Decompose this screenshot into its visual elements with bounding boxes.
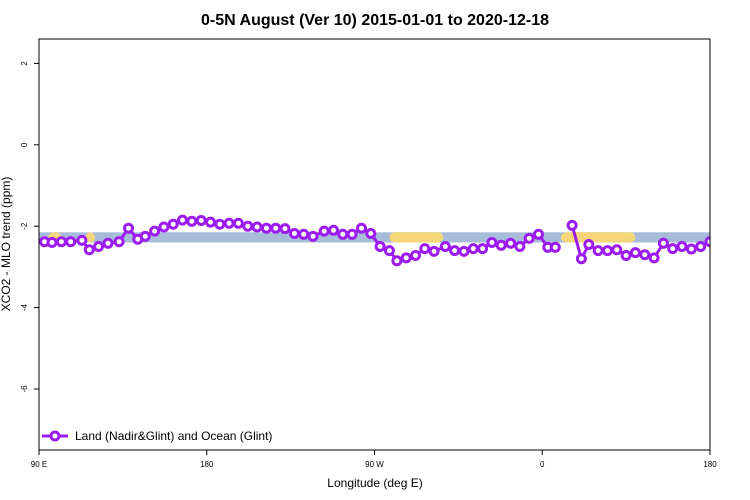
y-tick-label: -2: [20, 222, 29, 230]
data-point: [602, 245, 613, 257]
data-point: [158, 221, 170, 233]
data-point: [167, 218, 179, 230]
legend: Land (Nadir&Glint) and Ocean (Glint): [42, 429, 272, 443]
data-point: [356, 222, 367, 234]
data-point: [76, 234, 88, 246]
x-tick-label: 90 E: [31, 460, 47, 469]
data-point: [514, 241, 526, 252]
x-tick-label: 0: [540, 460, 545, 469]
data-point: [400, 252, 412, 264]
data-point: [629, 247, 641, 259]
data-point: [592, 245, 604, 257]
land-band-patch: [560, 232, 636, 243]
data-point: [648, 252, 660, 264]
y-tick-label: 0: [20, 142, 29, 147]
data-point: [575, 253, 587, 265]
data-point: [93, 241, 105, 252]
data-point: [242, 220, 254, 232]
data-point: [523, 232, 535, 244]
data-point: [715, 239, 723, 247]
data-point: [270, 222, 282, 234]
data-point: [83, 244, 95, 256]
data-point: [46, 237, 58, 248]
data-point: [467, 243, 479, 255]
data-point: [298, 228, 310, 240]
data-point: [337, 228, 349, 240]
data-point: [505, 237, 517, 249]
y-axis-label: XCO2 - MLO trend (ppm): [0, 177, 13, 312]
x-axis: 90 E 180 90 W 0 180: [31, 450, 717, 469]
series-layer: [39, 214, 748, 267]
data-point: [730, 239, 738, 247]
data-point: [260, 222, 272, 234]
y-tick-label: 2: [20, 61, 29, 66]
data-point: [55, 236, 67, 248]
data-point: [477, 243, 489, 255]
data-point: [113, 236, 125, 248]
series-line: [709, 241, 710, 244]
data-point: [383, 245, 395, 257]
data-point: [223, 217, 235, 229]
data-point: [695, 241, 707, 252]
data-point: [704, 236, 710, 248]
data-point: [139, 230, 151, 242]
data-point: [195, 215, 207, 226]
data-point: [685, 243, 697, 255]
data-point: [723, 239, 731, 247]
data-point: [566, 219, 578, 231]
data-point: [251, 221, 263, 233]
data-point: [123, 222, 134, 234]
x-tick-label: 180: [703, 460, 717, 469]
y-axis: 2 0 -2 -4 -6: [20, 61, 39, 393]
data-point: [667, 243, 679, 255]
data-point: [328, 224, 339, 236]
data-point: [495, 239, 507, 251]
data-point: [449, 245, 461, 257]
data-point: [583, 239, 595, 250]
data-point: [620, 250, 632, 261]
y-tick-label: -6: [20, 385, 29, 393]
data-point: [740, 236, 748, 244]
data-point: [410, 250, 421, 261]
data-point: [391, 255, 403, 267]
data-point: [279, 223, 291, 235]
land-band-patch: [85, 232, 95, 243]
plot-frame: [38, 38, 711, 451]
data-point: [639, 249, 651, 261]
data-point: [346, 228, 358, 240]
legend-label: Land (Nadir&Glint) and Ocean (Glint): [75, 429, 272, 443]
data-point: [419, 243, 431, 255]
data-point: [205, 216, 216, 228]
data-point: [365, 228, 377, 239]
data-point: [232, 217, 244, 229]
data-point: [307, 230, 319, 242]
data-point: [214, 218, 226, 230]
data-point: [533, 228, 544, 240]
data-point: [288, 228, 300, 239]
x-tick-label: 90 W: [365, 460, 384, 469]
data-point: [149, 225, 161, 237]
data-point: [657, 237, 669, 249]
data-point: [318, 225, 330, 237]
data-point: [65, 236, 77, 248]
data-point: [428, 245, 440, 257]
data-point: [102, 237, 114, 249]
data-point: [611, 244, 623, 256]
data-point: [374, 241, 386, 252]
data-point: [458, 245, 470, 257]
y-tick-label: -4: [20, 303, 29, 311]
data-point: [186, 215, 198, 227]
land-band-patch: [389, 232, 444, 243]
data-point: [486, 237, 498, 248]
data-point: [676, 241, 688, 252]
data-point: [177, 214, 188, 226]
chart-title: 0-5N August (Ver 10) 2015-01-01 to 2020-…: [201, 12, 549, 29]
x-axis-label: Longitude (deg E): [327, 476, 422, 490]
data-point: [439, 241, 451, 252]
data-point: [549, 241, 561, 253]
x-tick-label: 180: [200, 460, 214, 469]
legend-marker-swatch: [49, 430, 61, 442]
